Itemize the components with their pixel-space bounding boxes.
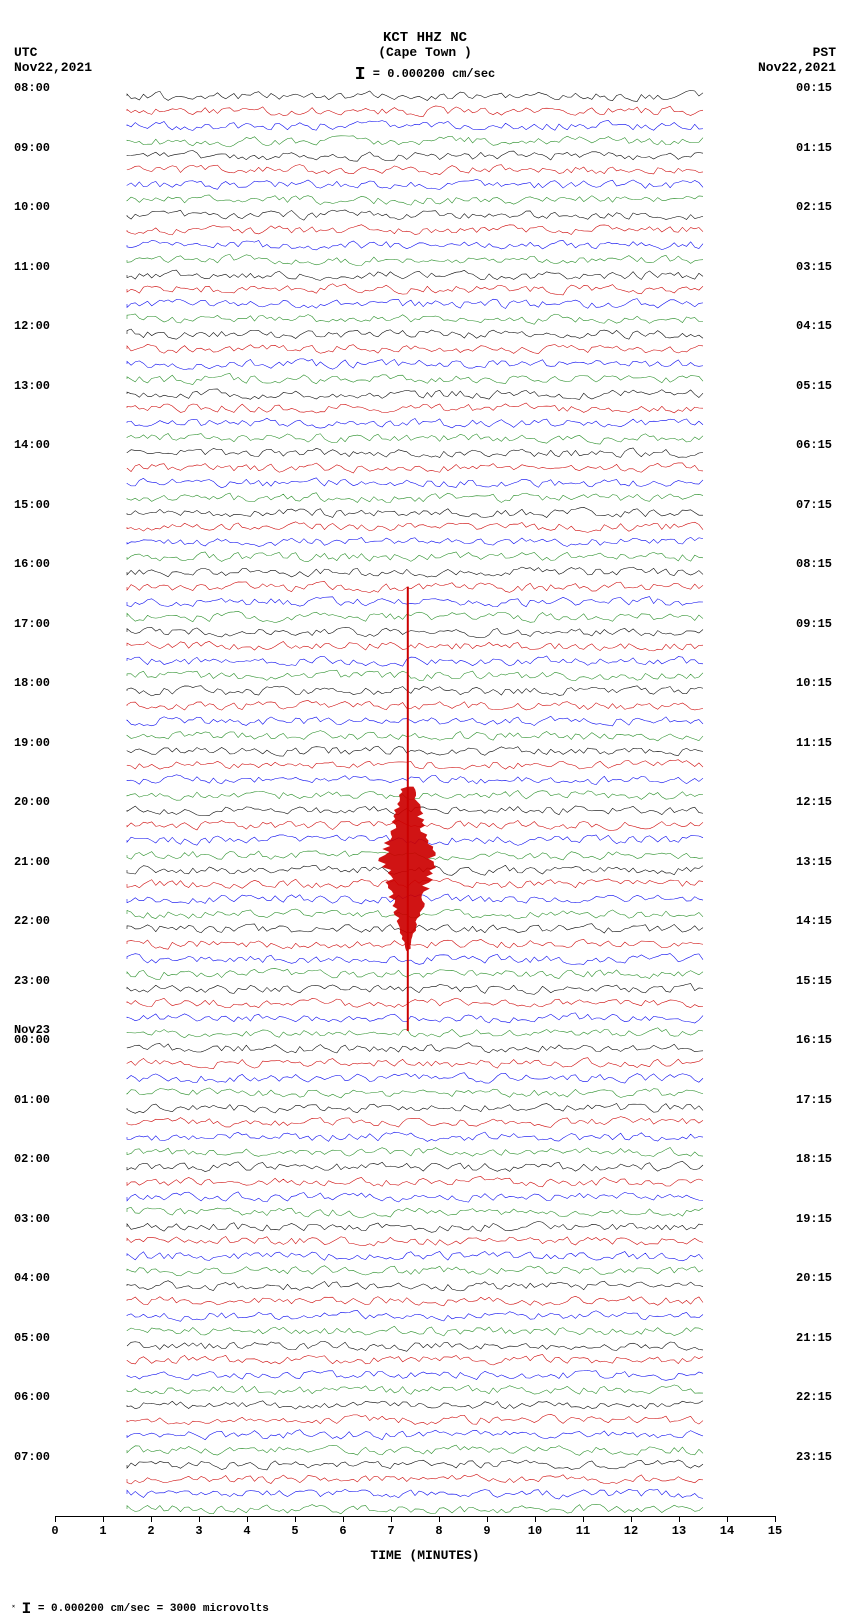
pst-label: PST	[813, 45, 836, 60]
y-left-label: 03:00	[0, 1212, 50, 1226]
y-right-label: 04:15	[796, 319, 846, 333]
x-tick-label: 11	[576, 1524, 590, 1538]
y-left-label: 23:00	[0, 974, 50, 988]
y-left-label: 17:00	[0, 617, 50, 631]
x-tick-label: 1	[99, 1524, 106, 1538]
y-left-label: 19:00	[0, 736, 50, 750]
location-title: (Cape Town )	[378, 45, 472, 60]
y-right-label: 11:15	[796, 736, 846, 750]
y-left-label: 08:00	[0, 81, 50, 95]
y-right-label: 14:15	[796, 914, 846, 928]
y-axis-right: 00:1501:1502:1503:1504:1505:1506:1507:15…	[792, 88, 850, 1516]
pst-date: Nov22,2021	[758, 60, 836, 75]
y-left-label: 04:00	[0, 1271, 50, 1285]
y-left-label: 05:00	[0, 1331, 50, 1345]
y-left-label: 15:00	[0, 498, 50, 512]
x-tick-label: 10	[528, 1524, 542, 1538]
y-axis-left: 08:0009:0010:0011:0012:0013:0014:0015:00…	[0, 88, 54, 1516]
scale-label: I = 0.000200 cm/sec	[355, 65, 495, 85]
y-right-label: 07:15	[796, 498, 846, 512]
y-left-label: 16:00	[0, 557, 50, 571]
helicorder-plot	[55, 88, 775, 1516]
y-right-label: 10:15	[796, 676, 846, 690]
x-tick-label: 13	[672, 1524, 686, 1538]
utc-date: Nov22,2021	[14, 60, 92, 75]
y-right-label: 15:15	[796, 974, 846, 988]
y-left-label: 20:00	[0, 795, 50, 809]
y-left-label: 13:00	[0, 379, 50, 393]
y-left-label: 10:00	[0, 200, 50, 214]
footer-scale: × I = 0.000200 cm/sec = 3000 microvolts	[12, 1600, 269, 1618]
y-right-label: 17:15	[796, 1093, 846, 1107]
x-tick-label: 8	[435, 1524, 442, 1538]
x-tick-label: 0	[51, 1524, 58, 1538]
x-tick-label: 15	[768, 1524, 782, 1538]
y-left-label: 00:00	[0, 1033, 50, 1047]
y-right-label: 18:15	[796, 1152, 846, 1166]
x-tick-label: 5	[291, 1524, 298, 1538]
y-left-label: 12:00	[0, 319, 50, 333]
y-right-label: 12:15	[796, 795, 846, 809]
y-right-label: 23:15	[796, 1450, 846, 1464]
y-left-label: 01:00	[0, 1093, 50, 1107]
y-left-label: 18:00	[0, 676, 50, 690]
x-tick-label: 9	[483, 1524, 490, 1538]
x-tick-label: 2	[147, 1524, 154, 1538]
y-right-label: 02:15	[796, 200, 846, 214]
y-left-label: 02:00	[0, 1152, 50, 1166]
y-left-label: 06:00	[0, 1390, 50, 1404]
x-tick-label: 7	[387, 1524, 394, 1538]
x-tick-label: 14	[720, 1524, 734, 1538]
y-right-label: 06:15	[796, 438, 846, 452]
y-left-label: 21:00	[0, 855, 50, 869]
y-left-label: 11:00	[0, 260, 50, 274]
x-tick-label: 6	[339, 1524, 346, 1538]
y-right-label: 01:15	[796, 141, 846, 155]
y-right-label: 16:15	[796, 1033, 846, 1047]
y-right-label: 05:15	[796, 379, 846, 393]
y-right-label: 20:15	[796, 1271, 846, 1285]
x-tick-label: 3	[195, 1524, 202, 1538]
helicorder-container: KCT HHZ NC (Cape Town ) I = 0.000200 cm/…	[0, 0, 850, 1613]
y-right-label: 09:15	[796, 617, 846, 631]
y-right-label: 13:15	[796, 855, 846, 869]
y-left-label: 07:00	[0, 1450, 50, 1464]
y-right-label: 22:15	[796, 1390, 846, 1404]
utc-label: UTC	[14, 45, 37, 60]
y-left-label: 14:00	[0, 438, 50, 452]
station-title: KCT HHZ NC	[383, 30, 467, 46]
y-right-label: 19:15	[796, 1212, 846, 1226]
y-right-label: 08:15	[796, 557, 846, 571]
x-tick-label: 4	[243, 1524, 250, 1538]
x-tick-label: 12	[624, 1524, 638, 1538]
y-right-label: 03:15	[796, 260, 846, 274]
y-left-label: 22:00	[0, 914, 50, 928]
y-left-label: 09:00	[0, 141, 50, 155]
x-axis-title: TIME (MINUTES)	[370, 1548, 479, 1563]
y-right-label: 21:15	[796, 1331, 846, 1345]
y-right-label: 00:15	[796, 81, 846, 95]
